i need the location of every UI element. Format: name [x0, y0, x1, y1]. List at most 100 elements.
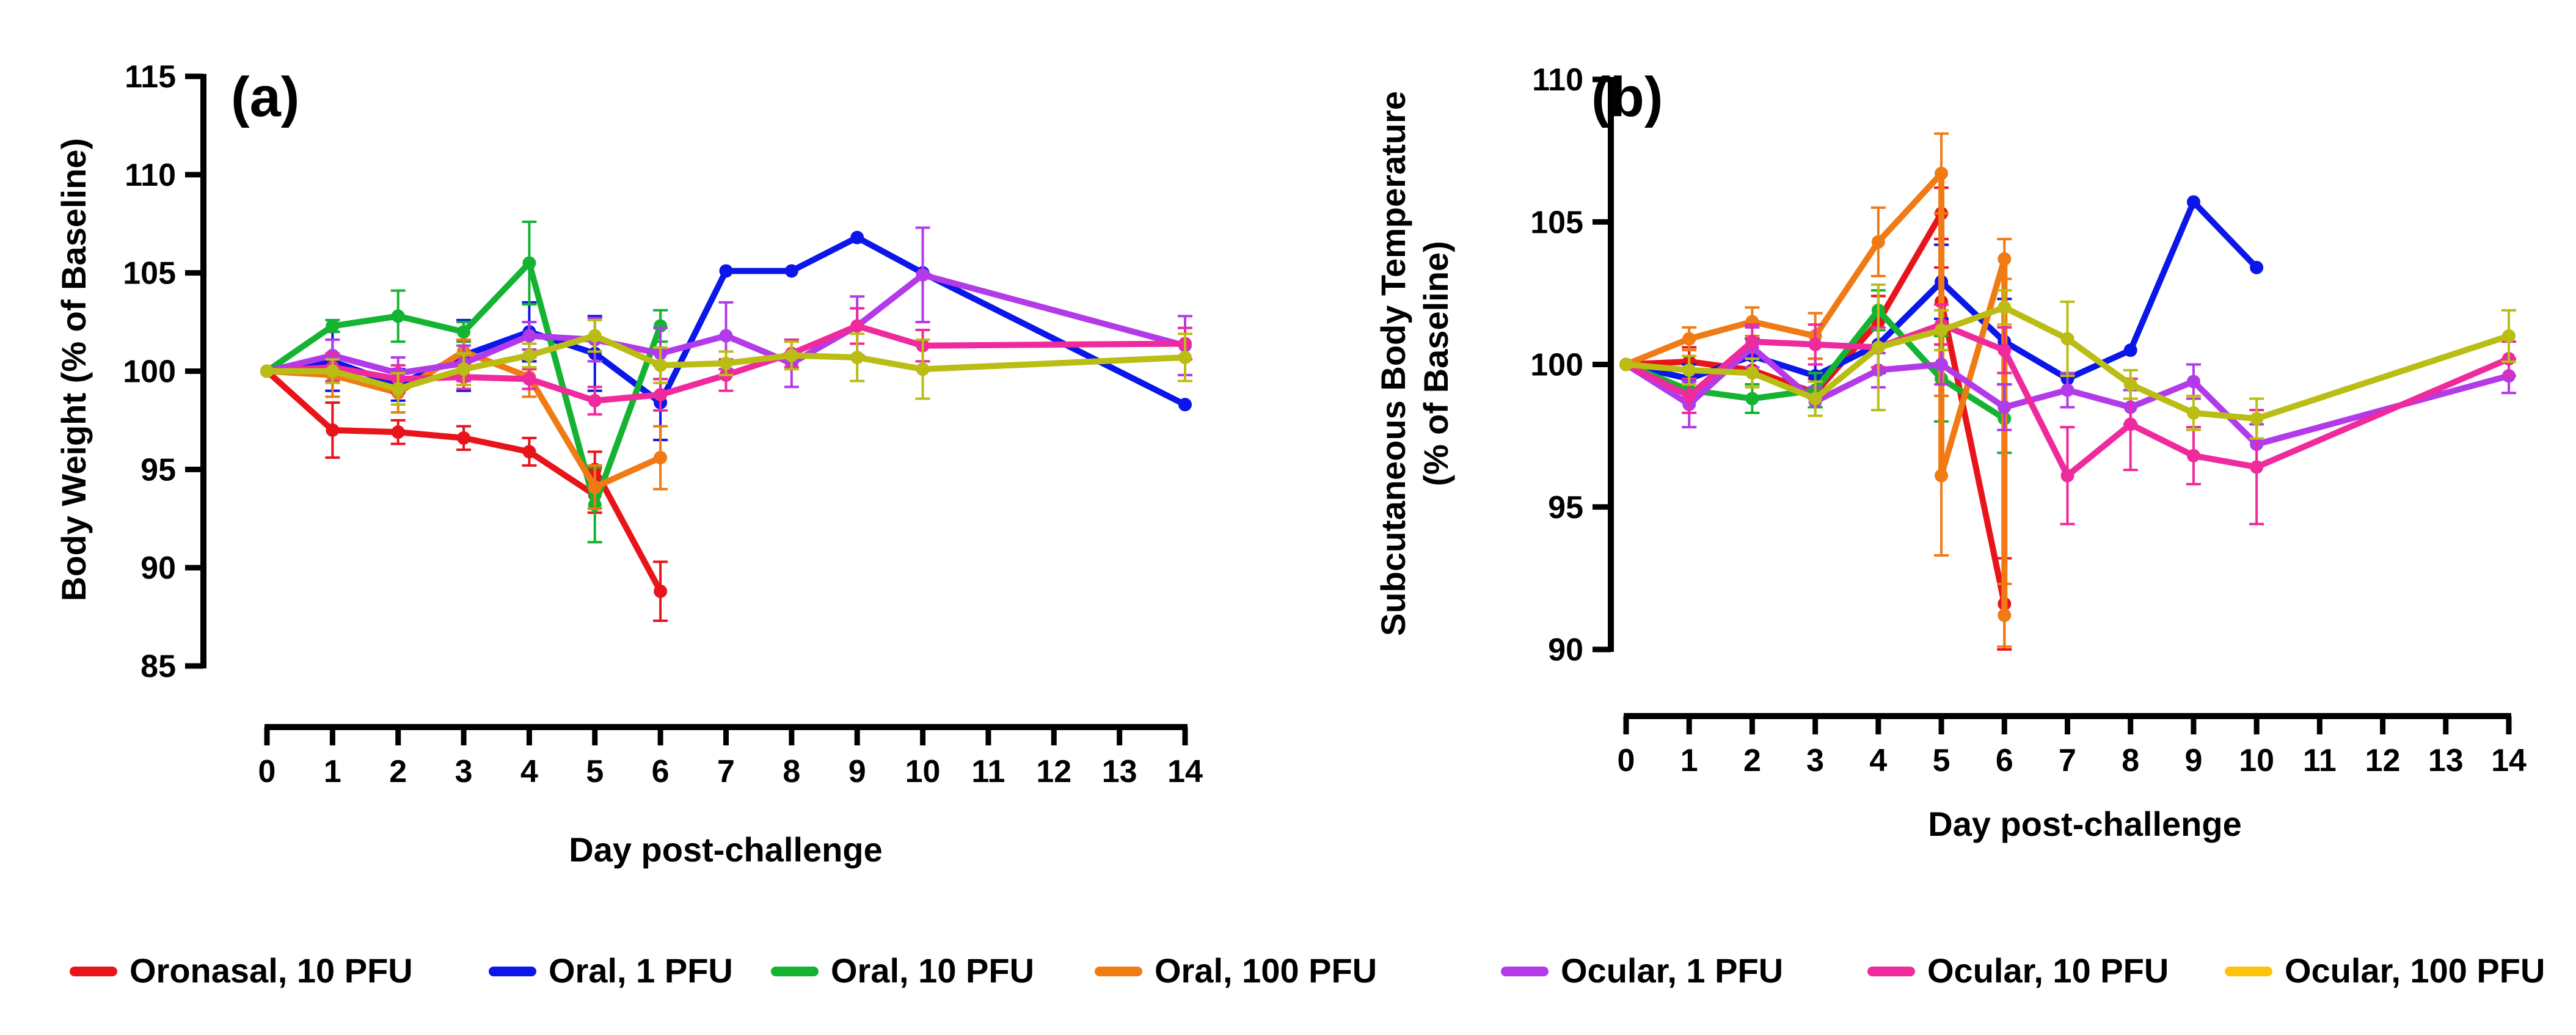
- panel-b-series-oronasal-10-pfu: [1619, 186, 2012, 651]
- panel-a-series-line: [264, 332, 1188, 392]
- panel-a-series-line: [264, 323, 1188, 404]
- panel-b-data-point: [2186, 195, 2200, 209]
- panel-b-data-point: [2502, 329, 2516, 343]
- panel-a-data-point: [719, 329, 733, 343]
- panel-a-x-tick-label: 0: [258, 754, 276, 789]
- panel-b-data-point: [2186, 448, 2200, 463]
- panel-a-data-point: [1178, 350, 1192, 364]
- panel-b-series-line: [1623, 344, 2512, 448]
- panel-a-x-tick-label: 12: [1036, 754, 1071, 789]
- panel-a-x-tick-label: 2: [389, 754, 407, 789]
- panel-a-data-point: [260, 364, 274, 378]
- panel-b-y-axis-title: Subcutaneous Body Temperature: [1374, 91, 1412, 636]
- panel-a-x-axis: 0 1 2 3 4 5 6 7 8 9 10 11 12 13 14: [258, 724, 1203, 789]
- legend: Oronasal, 10 PFU Oral, 1 PFU Oral, 10 PFU O…: [70, 951, 2545, 990]
- panel-a-data-point: [719, 356, 733, 370]
- panel-a-data-point: [850, 319, 864, 333]
- panel-b-x-tick-label: 5: [1933, 743, 1950, 778]
- panel-b-data-point: [1935, 469, 1949, 483]
- panel-a-y-tick-label: 100: [123, 354, 176, 390]
- panel-a-data-point: [391, 425, 405, 439]
- panel-a-x-tick-label: 10: [905, 754, 941, 789]
- panel-a-y-axis: 85 90 95 100 105 110 115: [123, 59, 206, 684]
- panel-a-x-tick-label: 7: [717, 754, 735, 789]
- legend-item-oral-100-pfu: Oral, 100 PFU: [1095, 951, 1377, 990]
- panel-a-data-point: [391, 309, 405, 323]
- panel-b-data-point: [1682, 332, 1696, 346]
- panel-a-x-tick-label: 4: [520, 754, 538, 789]
- panel-a-y-tick-label: 90: [140, 550, 176, 586]
- panel-b-data-point: [1935, 323, 1949, 337]
- panel-b-data-point: [1998, 252, 2012, 266]
- panel-b-x-axis-title: Day post-challenge: [1928, 805, 2241, 843]
- panel-a-x-axis-title: Day post-challenge: [569, 830, 882, 869]
- panel-b-data-point: [2060, 332, 2074, 346]
- panel-b-y-axis: 90 95 100 105 110: [1530, 62, 1614, 668]
- panel-b-data-point: [1871, 235, 1885, 249]
- panel-b-label: (b): [1591, 66, 1663, 128]
- panel-a-data-point: [326, 423, 340, 437]
- panel-b-y-tick-label: 110: [1532, 62, 1583, 98]
- panel-b-data-point: [2123, 343, 2137, 357]
- panel-a-data-point: [326, 319, 340, 333]
- panel-a-series-line: [264, 271, 1188, 376]
- panel-a-data-point: [916, 268, 930, 282]
- panel-b-x-tick-label: 13: [2428, 743, 2464, 778]
- panel-a-x-tick-label: 8: [783, 754, 800, 789]
- panel-a-data-point: [522, 329, 536, 343]
- panel-a-series-line: [264, 234, 1188, 408]
- panel-a-x-tick-label: 9: [848, 754, 866, 789]
- panel-a-data-point: [654, 584, 668, 598]
- panel-b-x-tick-label: 6: [1996, 743, 2013, 778]
- legend-item-oral-1-pfu: Oral, 1 PFU: [489, 951, 733, 990]
- panel-a-data-point: [457, 325, 471, 339]
- panel-b-data-point: [2250, 460, 2264, 474]
- panel-a-data-point: [719, 264, 733, 278]
- panel-b-data-point: [2060, 383, 2074, 397]
- panel-b-plot-area: [1619, 132, 2516, 651]
- panel-b-data-point: [1745, 366, 1759, 380]
- panel-b-series-line: [1623, 321, 2512, 479]
- panel-b-data-point: [1682, 389, 1696, 403]
- legend-label: Oral, 10 PFU: [831, 951, 1034, 990]
- panel-b-y-tick-label: 90: [1548, 632, 1583, 668]
- panel-a-y-tick-label: 95: [140, 452, 176, 488]
- panel-b-data-point: [2123, 417, 2137, 431]
- panel-a-y-tick-label: 110: [125, 158, 176, 193]
- panel-b-data-point: [1808, 392, 1822, 406]
- panel-b-data-point: [1935, 166, 1949, 180]
- panel-a-plot-area: [260, 221, 1192, 623]
- panel-a-data-point: [588, 480, 602, 494]
- panel-b-data-point: [1998, 343, 2012, 357]
- panel-b-y-tick-label: 95: [1548, 490, 1583, 525]
- panel-b-x-tick-label: 12: [2365, 743, 2401, 778]
- panel-b-x-tick-label: 1: [1680, 743, 1698, 778]
- panel-b-x-tick-label: 2: [1743, 743, 1761, 778]
- panel-a-data-point: [784, 264, 798, 278]
- panel-b-x-tick-label: 11: [2303, 743, 2337, 778]
- legend-item-ocular-100-pfu: Ocular, 100 PFU: [2225, 951, 2545, 990]
- panel-b-data-point: [1998, 400, 2012, 414]
- panel-a-x-tick-label: 6: [652, 754, 670, 789]
- legend-label: Ocular, 10 PFU: [1927, 951, 2169, 990]
- panel-a-y-tick-label: 105: [123, 256, 176, 291]
- panel-a-data-point: [588, 393, 602, 408]
- panel-b-series-line: [1623, 304, 2512, 422]
- panel-b-data-point: [1871, 340, 1885, 354]
- legend-label: Oral, 100 PFU: [1155, 951, 1377, 990]
- panel-a-data-point: [784, 348, 798, 362]
- panel-b-data-point: [2250, 412, 2264, 426]
- legend-item-oronasal-10-pfu: Oronasal, 10 PFU: [70, 951, 413, 990]
- panel-b-x-tick-label: 14: [2491, 743, 2527, 778]
- panel-a-y-tick-label: 115: [125, 59, 176, 95]
- panel-b-x-tick-label: 10: [2239, 743, 2274, 778]
- panel-b-data-point: [1935, 357, 1949, 371]
- panel-a-data-point: [326, 364, 340, 378]
- panel-a-x-tick-label: 5: [586, 754, 604, 789]
- panel-a-x-tick-label: 1: [324, 754, 341, 789]
- panel-b-data-point: [1745, 392, 1759, 406]
- legend-item-oral-10-pfu: Oral, 10 PFU: [771, 951, 1034, 990]
- panel-b-x-tick-label: 8: [2122, 743, 2139, 778]
- panel-a-data-point: [522, 256, 536, 270]
